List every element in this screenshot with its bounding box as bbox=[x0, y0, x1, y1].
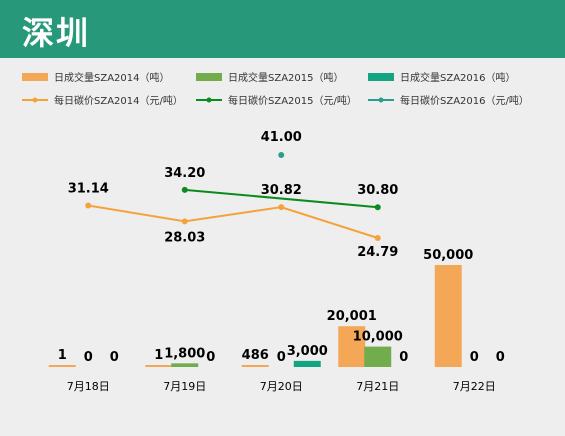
bar-vol-2-2 bbox=[293, 360, 321, 367]
legend-marker-price-0 bbox=[32, 97, 38, 103]
bar-label-vol-0-2: 486 bbox=[242, 348, 269, 363]
bar-label-vol-1-3: 10,000 bbox=[353, 330, 403, 345]
bar-label-vol-1-2: 0 bbox=[277, 350, 286, 365]
bar-vol-0-2 bbox=[241, 365, 269, 367]
point-label-price-1-3: 30.80 bbox=[357, 183, 398, 198]
point-label-price-0-1: 28.03 bbox=[164, 230, 205, 245]
point-price-1-1 bbox=[181, 186, 188, 193]
bar-label-vol-2-0: 0 bbox=[110, 350, 119, 365]
bar-label-vol-2-2: 3,000 bbox=[287, 344, 328, 359]
bar-label-vol-1-4: 0 bbox=[470, 350, 479, 365]
x-tick-label-4: 7月22日 bbox=[453, 380, 496, 393]
x-tick-label-1: 7月19日 bbox=[163, 380, 206, 393]
bar-label-vol-0-4: 50,000 bbox=[423, 248, 473, 263]
legend-swatch-vol-1 bbox=[196, 73, 222, 81]
point-price-1-3 bbox=[374, 204, 381, 211]
point-label-price-1-1: 34.20 bbox=[164, 166, 205, 181]
legend-label-vol-0: 日成交量SZA2014（吨） bbox=[54, 71, 170, 84]
bar-label-vol-0-0: 1 bbox=[58, 348, 67, 363]
title-bar: 深圳 bbox=[0, 0, 565, 58]
bar-label-vol-1-0: 0 bbox=[84, 350, 93, 365]
bar-label-vol-2-1: 0 bbox=[206, 350, 215, 365]
x-tick-label-3: 7月21日 bbox=[356, 380, 399, 393]
bar-vol-0-0 bbox=[48, 365, 76, 367]
line-price-1 bbox=[184, 188, 378, 209]
bar-vol-0-1 bbox=[145, 365, 173, 367]
line-price-0 bbox=[88, 204, 379, 239]
x-tick-label-2: 7月20日 bbox=[260, 380, 303, 393]
chart-title: 深圳 bbox=[22, 14, 91, 52]
legend-marker-price-2 bbox=[378, 97, 384, 103]
bar-vol-0-4 bbox=[434, 265, 462, 367]
bar-vol-1-1 bbox=[171, 363, 199, 367]
x-tick-label-0: 7月18日 bbox=[67, 380, 110, 393]
point-label-price-0-0: 31.14 bbox=[68, 181, 109, 196]
legend-swatch-vol-0 bbox=[22, 73, 48, 81]
bar-label-vol-0-1: 1 bbox=[154, 348, 163, 363]
point-price-0-0 bbox=[85, 202, 92, 209]
bar-vol-1-3 bbox=[364, 346, 392, 367]
point-label-price-2-2: 41.00 bbox=[261, 130, 302, 145]
bar-label-vol-2-3: 0 bbox=[399, 350, 408, 365]
point-label-price-0-3: 24.79 bbox=[357, 245, 398, 260]
legend-label-price-0: 每日碳价SZA2014（元/吨） bbox=[54, 94, 183, 107]
point-price-2-2 bbox=[278, 152, 285, 158]
bar-label-vol-0-3: 20,001 bbox=[327, 309, 377, 324]
legend-marker-price-1 bbox=[206, 97, 212, 103]
legend-swatch-vol-2 bbox=[368, 73, 394, 81]
legend-label-price-1: 每日碳价SZA2015（元/吨） bbox=[228, 94, 357, 107]
bar-label-vol-1-1: 1,800 bbox=[164, 346, 205, 361]
legend-label-vol-1: 日成交量SZA2015（吨） bbox=[228, 71, 344, 84]
point-price-0-1 bbox=[181, 218, 188, 225]
point-label-price-0-2: 30.82 bbox=[261, 183, 302, 198]
point-price-0-3 bbox=[374, 235, 381, 241]
legend-label-vol-2: 日成交量SZA2016（吨） bbox=[400, 71, 516, 84]
bar-vol-0-3 bbox=[338, 326, 366, 367]
point-price-0-2 bbox=[278, 204, 285, 211]
legend-label-price-2: 每日碳价SZA2016（元/吨） bbox=[400, 94, 529, 107]
bar-label-vol-2-4: 0 bbox=[496, 350, 505, 365]
